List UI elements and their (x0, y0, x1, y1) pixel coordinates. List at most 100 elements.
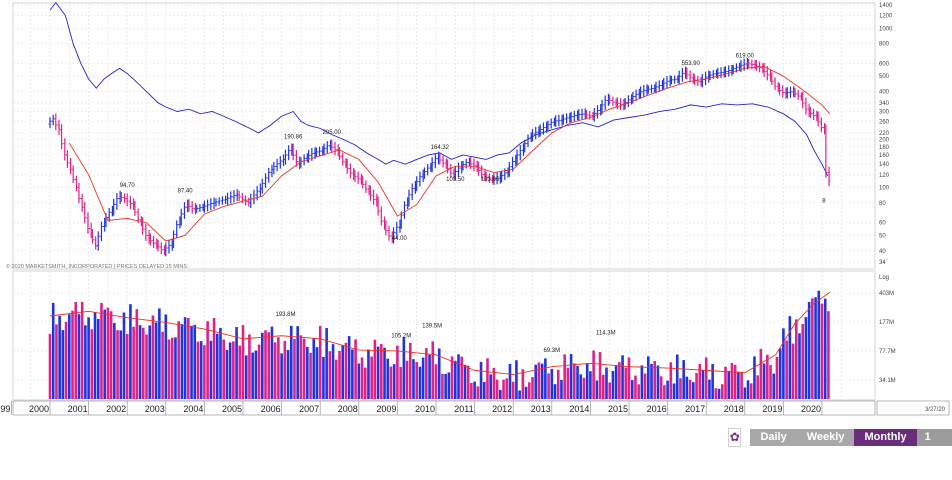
current-date-label: 3/27/20 (925, 407, 946, 413)
volume-bar (193, 324, 197, 399)
volume-bar (328, 351, 332, 399)
price-bar (287, 145, 291, 161)
price-bar (649, 84, 654, 94)
price-bar (376, 196, 380, 216)
monthly-button[interactable]: Monthly (854, 428, 917, 446)
volume-bar (116, 330, 119, 399)
price-bar (530, 128, 535, 142)
price-bar (156, 239, 160, 252)
volume-bar (508, 363, 512, 399)
volume-bar (58, 315, 61, 399)
volume-bar (495, 379, 499, 399)
volume-bar (322, 356, 325, 399)
volume-bar (251, 352, 254, 399)
price-bar (801, 91, 805, 109)
volume-bar (373, 339, 377, 399)
volume-bar (84, 325, 87, 399)
volume-bar (563, 354, 566, 399)
price-tick-label: 300 (879, 109, 890, 115)
volume-bar (344, 342, 348, 399)
volume-bar (437, 348, 441, 399)
price-bar (634, 89, 638, 102)
price-bar (283, 149, 288, 165)
volume-bar (158, 308, 161, 399)
price-bar (731, 64, 735, 75)
volume-bar (470, 382, 473, 399)
price-bar (107, 207, 111, 222)
price-bar (603, 95, 607, 111)
price-bar (220, 196, 225, 205)
price-bar (151, 235, 156, 248)
volume-bar (753, 356, 756, 399)
volume-bar (598, 351, 602, 399)
volume-bar (367, 349, 370, 399)
volume-bar (499, 389, 502, 399)
volume-bar (772, 373, 776, 399)
volume-bar (90, 329, 94, 399)
price-bar (824, 124, 828, 178)
price-bar (190, 201, 194, 214)
price-bar (469, 156, 473, 170)
year-label: 2016 (647, 404, 667, 414)
volume-bar (122, 312, 126, 399)
volume-bar (666, 380, 669, 399)
volume-bar (794, 319, 798, 399)
price-bar (827, 166, 831, 187)
volume-bar (103, 309, 106, 399)
volume-bar (244, 355, 248, 399)
year-label: 2013 (531, 404, 551, 414)
volume-bar (277, 337, 280, 399)
volume-bar (363, 367, 367, 399)
volume-bar (100, 302, 103, 399)
weekly-button[interactable]: Weekly (796, 428, 855, 446)
volume-bar (309, 352, 312, 399)
price-bar (395, 221, 399, 239)
volume-bar (769, 364, 772, 399)
price-bar (65, 149, 69, 168)
volume-bar (51, 302, 55, 399)
price-bar (333, 141, 337, 156)
volume-bar (264, 330, 267, 399)
price-bar (125, 193, 129, 207)
price-bar (128, 195, 133, 209)
price-tick-label: 80 (879, 201, 886, 207)
volume-bar (740, 371, 743, 399)
volume-bar (698, 363, 702, 399)
gear-icon[interactable]: ✿ (728, 427, 742, 447)
price-bar (808, 106, 813, 119)
volume-bar (811, 298, 814, 399)
price-bar (387, 225, 391, 241)
price-bar (461, 160, 465, 171)
volume-bar (441, 373, 444, 399)
year-label: 2010 (415, 404, 435, 414)
volume-bar (637, 384, 640, 399)
volume-bar (380, 343, 383, 399)
price-bar (307, 149, 311, 163)
price-bar (438, 152, 442, 165)
volume-bar (222, 339, 225, 399)
price-bar (781, 85, 785, 98)
volume-bar (624, 367, 628, 399)
volume-bar (463, 364, 467, 399)
volume-bar (679, 378, 682, 399)
interval-dropdown[interactable]: 1 min ▴ (916, 428, 952, 477)
volume-bar (804, 317, 808, 399)
volume-bar (515, 360, 518, 399)
volume-bar (96, 318, 100, 399)
price-bar (588, 111, 592, 120)
price-bar (330, 139, 334, 153)
price-bar (217, 197, 221, 206)
volume-bar (675, 354, 679, 399)
volume-bar (788, 316, 792, 399)
price-bar (646, 85, 650, 94)
volume-bar (415, 361, 418, 399)
price-tick-label: 140 (879, 162, 890, 168)
price-tick-label: 340 (879, 101, 890, 107)
volume-bar (405, 360, 409, 399)
volume-bar (418, 366, 422, 399)
daily-button[interactable]: Daily (750, 428, 797, 446)
price-bar (487, 173, 491, 183)
price-bar (167, 239, 171, 254)
price-bar (619, 98, 623, 111)
volume-bar (421, 357, 425, 399)
